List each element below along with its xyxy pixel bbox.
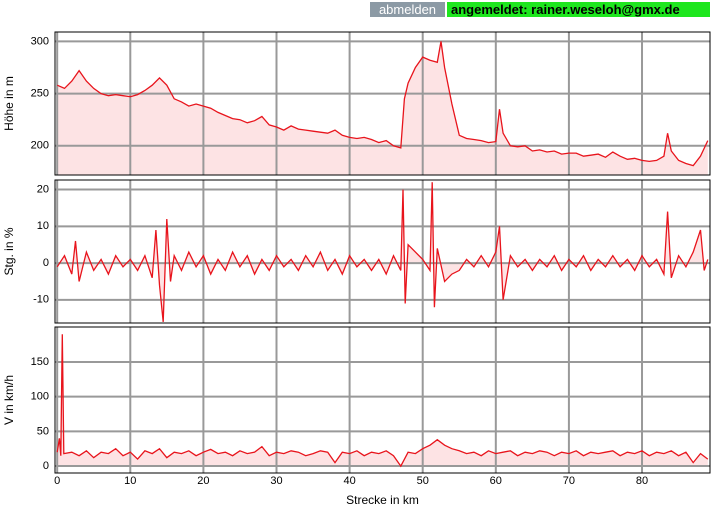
x-axis-title: Strecke in km bbox=[346, 493, 419, 507]
x-tick-label: 30 bbox=[270, 475, 282, 487]
x-tick-label: 80 bbox=[636, 475, 648, 487]
x-tick-label: 70 bbox=[563, 475, 575, 487]
panel-frame bbox=[54, 31, 711, 176]
y-tick-label: 20 bbox=[37, 183, 49, 195]
line bbox=[56, 334, 709, 468]
y-tick-label: 10 bbox=[37, 220, 49, 232]
x-tick-label: 60 bbox=[490, 475, 502, 487]
line bbox=[56, 41, 709, 167]
y-tick-label: 200 bbox=[31, 140, 49, 152]
x-tick-label: 50 bbox=[417, 475, 429, 487]
panel-frame bbox=[54, 179, 711, 324]
x-tick-label: 40 bbox=[343, 475, 355, 487]
y-axis-title: V in km/h bbox=[2, 375, 16, 425]
y-tick-label: 0 bbox=[43, 460, 49, 472]
login-status: angemeldet: rainer.weseloh@gmx.de bbox=[447, 2, 710, 17]
logout-button[interactable]: abmelden bbox=[370, 2, 445, 17]
y-tick-label: 50 bbox=[37, 425, 49, 437]
y-tick-label: 150 bbox=[31, 356, 49, 368]
panel-frame bbox=[54, 326, 711, 474]
x-tick-label: 20 bbox=[197, 475, 209, 487]
y-axis-title: Höhe in m bbox=[2, 76, 16, 131]
area bbox=[57, 334, 708, 467]
y-tick-label: 0 bbox=[43, 257, 49, 269]
y-tick-label: 100 bbox=[31, 391, 49, 403]
x-tick-label: 0 bbox=[54, 475, 60, 487]
y-axis-title: Stg. in % bbox=[2, 227, 16, 275]
y-tick-label: 300 bbox=[31, 35, 49, 47]
x-tick-label: 10 bbox=[124, 475, 136, 487]
y-tick-label: 250 bbox=[31, 87, 49, 99]
area bbox=[57, 41, 708, 176]
y-tick-label: -10 bbox=[33, 294, 49, 306]
line bbox=[56, 182, 709, 322]
